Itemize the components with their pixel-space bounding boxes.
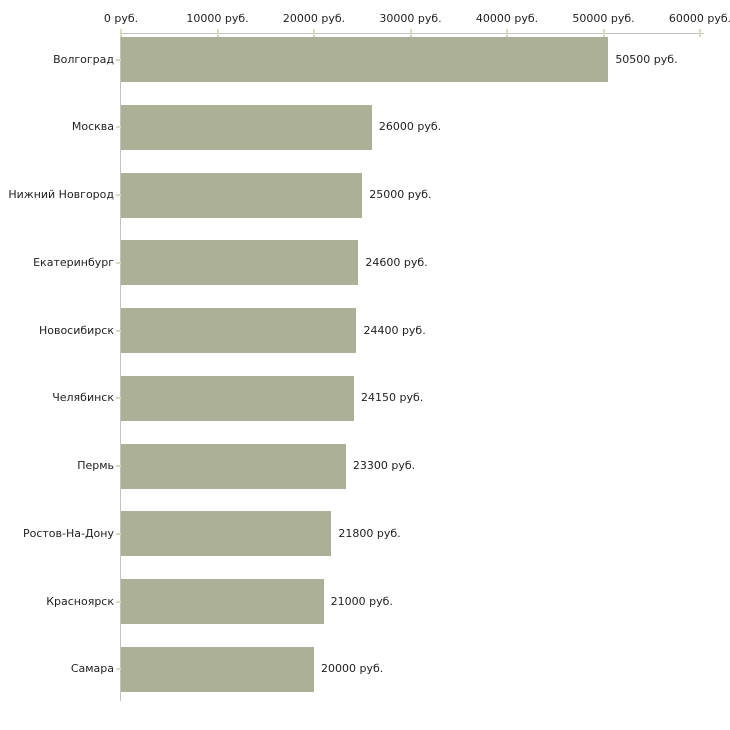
bar-value-label: 24150 руб.: [361, 391, 424, 405]
category-label: Красноярск: [46, 594, 114, 608]
x-axis-tick: [409, 29, 412, 37]
y-axis-tick: [116, 126, 121, 129]
category-label: Екатеринбург: [33, 255, 114, 269]
category-label: Нижний Новгород: [8, 188, 114, 201]
bar-value-label: 50500 руб.: [615, 52, 678, 66]
x-axis-tick-label: 30000 руб.: [379, 12, 442, 25]
y-axis-tick: [116, 465, 121, 467]
y-axis-line: [120, 33, 121, 701]
bar-3: [121, 172, 363, 218]
x-axis-tick: [120, 29, 122, 37]
bar-value-label: 23300 руб.: [352, 459, 416, 472]
bar-7: [121, 443, 346, 489]
bar-value-label: 21800 руб.: [338, 526, 401, 540]
category-label: Новосибирск: [38, 323, 114, 337]
x-axis-tick: [602, 29, 605, 37]
category-label: Москва: [71, 120, 114, 134]
bar-2: [121, 104, 372, 150]
x-axis-tick: [506, 29, 508, 37]
x-axis-tick-label: 40000 руб.: [475, 12, 539, 25]
bar-value-label: 20000 руб.: [321, 662, 384, 676]
y-axis-tick: [116, 194, 121, 196]
category-label: Пермь: [77, 459, 114, 472]
x-axis-tick-label: 20000 руб.: [282, 12, 346, 25]
category-label: Ростов-На-Дону: [22, 526, 114, 540]
y-axis-tick: [116, 329, 121, 332]
bar-value-label: 26000 руб.: [378, 120, 442, 134]
y-axis-tick: [116, 600, 121, 603]
y-axis-tick: [116, 58, 121, 61]
x-axis-tick-label: 0 руб.: [103, 12, 139, 25]
y-axis-tick: [116, 532, 121, 535]
x-axis-tick-label: 60000 руб.: [668, 12, 730, 25]
x-axis-line: [120, 33, 704, 34]
bar-6: [121, 375, 355, 421]
bar-1: [121, 37, 609, 82]
x-axis-tick-label: 10000 руб.: [186, 12, 249, 25]
category-label: Самара: [70, 662, 114, 676]
y-axis-tick: [116, 397, 121, 400]
category-label: Волгоград: [53, 52, 114, 66]
x-axis-tick: [216, 29, 219, 37]
x-axis-tick: [699, 29, 701, 37]
bar-value-label: 21000 руб.: [330, 594, 393, 608]
bar-value-label: 24600 руб.: [365, 255, 428, 269]
bar-8: [121, 511, 332, 557]
bar-value-label: 25000 руб.: [369, 188, 432, 201]
y-axis-tick: [116, 261, 121, 264]
x-axis-tick: [313, 29, 315, 37]
bar-10: [121, 646, 314, 692]
bar-value-label: 24400 руб.: [363, 323, 426, 337]
bar-9: [121, 579, 324, 624]
y-axis-tick: [116, 668, 121, 671]
bar-4: [121, 240, 359, 286]
x-axis-tick-label: 50000 руб.: [572, 12, 635, 25]
bar-5: [121, 308, 357, 353]
category-label: Челябинск: [52, 391, 114, 405]
